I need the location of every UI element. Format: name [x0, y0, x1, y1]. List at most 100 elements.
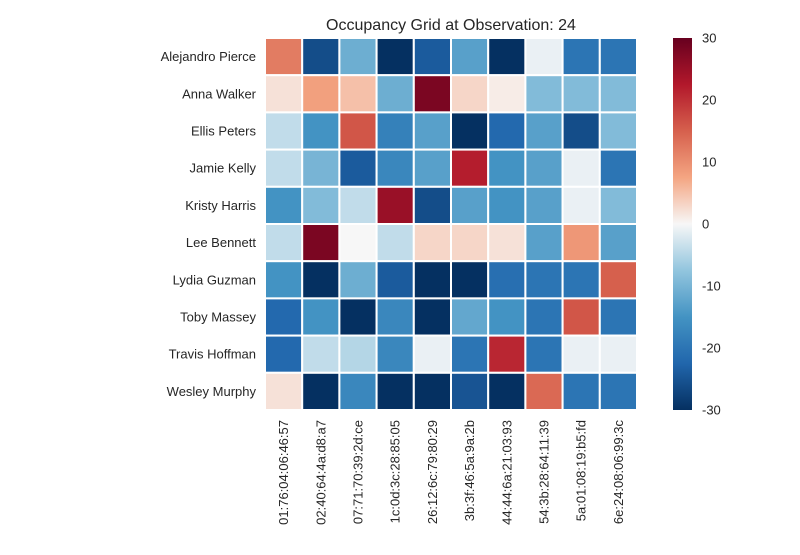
- heatmap-cell: [598, 148, 638, 188]
- heatmap-cell: [561, 371, 601, 411]
- colorbar-tick-label: -10: [702, 279, 721, 294]
- heatmap-cell: [264, 260, 304, 300]
- heatmap-cell: [524, 371, 564, 411]
- chart-title: Occupancy Grid at Observation: 24: [326, 17, 576, 34]
- heatmap-cell: [487, 148, 527, 188]
- heatmap-cell: [524, 260, 564, 300]
- heatmap-cell: [561, 37, 601, 77]
- colorbar-tick-label: 30: [702, 31, 716, 46]
- heatmap-cell: [338, 223, 378, 263]
- heatmap-cell: [561, 297, 601, 337]
- heatmap-cell: [561, 223, 601, 263]
- heatmap-cell: [487, 37, 527, 77]
- heatmap-cell: [450, 185, 490, 226]
- row-label: Anna Walker: [182, 86, 257, 101]
- heatmap-cell: [561, 148, 601, 188]
- heatmap-cell: [412, 297, 452, 337]
- heatmap-cell: [412, 37, 452, 77]
- column-label: 5a:01:08:19:b5:fd: [574, 420, 589, 521]
- heatmap-cell: [301, 371, 341, 411]
- heatmap-cell: [450, 74, 490, 114]
- row-label: Alejandro Pierce: [161, 49, 256, 64]
- heatmap-cell: [264, 37, 304, 77]
- row-label: Lee Bennett: [186, 235, 257, 250]
- column-label: 1c:0d:3c:28:85:05: [388, 420, 403, 523]
- heatmap-cell: [264, 223, 304, 263]
- heatmap-cell: [487, 297, 527, 337]
- heatmap-cell: [487, 111, 527, 151]
- column-label: 44:44:6a:21:03:93: [499, 420, 514, 525]
- heatmap-cell: [524, 74, 564, 114]
- colorbar: [673, 38, 692, 410]
- heatmap-cell: [301, 223, 341, 263]
- heatmap-cell: [561, 260, 601, 300]
- heatmap-cell: [301, 111, 341, 151]
- row-label: Wesley Murphy: [167, 384, 257, 399]
- heatmap-cell: [412, 223, 452, 263]
- heatmap-cell: [375, 74, 415, 114]
- heatmap-cell: [561, 74, 601, 114]
- heatmap-cell: [598, 334, 638, 374]
- heatmap-cell: [301, 37, 341, 77]
- heatmap-cell: [598, 111, 638, 151]
- heatmap-cell: [524, 297, 564, 337]
- heatmap-cell: [264, 334, 304, 374]
- heatmap-cell: [412, 185, 452, 226]
- heatmap-cell: [598, 371, 638, 411]
- heatmap-cell: [375, 371, 415, 411]
- heatmap-cell: [450, 371, 490, 411]
- heatmap-cell: [338, 37, 378, 77]
- heatmap-cell: [338, 371, 378, 411]
- heatmap-cell: [561, 185, 601, 226]
- heatmap-cell: [598, 74, 638, 114]
- colorbar-tick-label: -20: [702, 341, 721, 356]
- row-label: Ellis Peters: [191, 124, 257, 139]
- colorbar-ticks: 30 20 10 0 -10 -20 -30: [702, 31, 721, 418]
- heatmap-cell: [264, 74, 304, 114]
- heatmap-cell: [598, 37, 638, 77]
- heatmap-cells: [264, 37, 638, 411]
- heatmap-cell: [264, 371, 304, 411]
- heatmap-cell: [412, 334, 452, 374]
- heatmap-cell: [301, 185, 341, 226]
- heatmap-cell: [598, 297, 638, 337]
- heatmap-cell: [301, 297, 341, 337]
- heatmap-cell: [598, 260, 638, 300]
- heatmap-cell: [524, 148, 564, 188]
- heatmap-cell: [338, 74, 378, 114]
- heatmap-cell: [412, 371, 452, 411]
- heatmap-cell: [412, 260, 452, 300]
- heatmap-cell: [487, 260, 527, 300]
- heatmap-cell: [338, 148, 378, 188]
- heatmap-cell: [375, 111, 415, 151]
- column-labels: 01:76:04:06:46:57 02:40:64:4a:d8:a7 07:71:…: [276, 420, 626, 525]
- heatmap-cell: [301, 148, 341, 188]
- row-labels: Alejandro Pierce Anna Walker Ellis Peters J…: [161, 49, 257, 399]
- column-label: 02:40:64:4a:d8:a7: [313, 420, 328, 525]
- heatmap-cell: [375, 297, 415, 337]
- heatmap-cell: [524, 185, 564, 226]
- row-label: Travis Hoffman: [169, 347, 256, 362]
- heatmap-cell: [338, 185, 378, 226]
- heatmap-cell: [524, 37, 564, 77]
- heatmap-cell: [598, 185, 638, 226]
- heatmap-cell: [264, 185, 304, 226]
- heatmap-cell: [338, 334, 378, 374]
- heatmap-cell: [412, 111, 452, 151]
- heatmap-cell: [450, 111, 490, 151]
- heatmap-cell: [598, 223, 638, 263]
- heatmap-cell: [375, 148, 415, 188]
- heatmap-cell: [450, 334, 490, 374]
- column-label: 07:71:70:39:2d:ce: [351, 420, 366, 524]
- colorbar-tick-label: 20: [702, 93, 716, 108]
- heatmap-cell: [487, 223, 527, 263]
- heatmap-cell: [264, 148, 304, 188]
- heatmap-cell: [450, 148, 490, 188]
- column-label: 3b:3f:46:5a:9a:2b: [462, 420, 477, 521]
- colorbar-tick-label: 10: [702, 155, 716, 170]
- column-label: 6e:24:08:06:99:3c: [611, 420, 626, 525]
- column-label: 26:12:6c:79:80:29: [425, 420, 440, 524]
- row-label: Toby Massey: [180, 310, 256, 325]
